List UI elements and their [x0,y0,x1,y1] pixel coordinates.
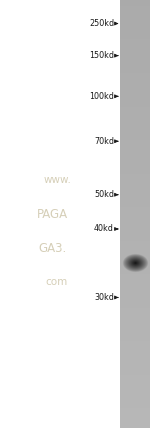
Text: 100kd: 100kd [89,92,114,101]
Text: 30kd: 30kd [94,293,114,302]
Text: 40kd: 40kd [94,224,114,234]
Text: www.: www. [43,175,71,185]
Text: 150kd: 150kd [89,51,114,60]
Text: PAGA: PAGA [37,208,68,220]
Text: GA3.: GA3. [38,242,67,255]
Text: 70kd: 70kd [94,137,114,146]
Text: 50kd: 50kd [94,190,114,199]
Text: 250kd: 250kd [89,19,114,28]
Text: com: com [46,277,68,288]
